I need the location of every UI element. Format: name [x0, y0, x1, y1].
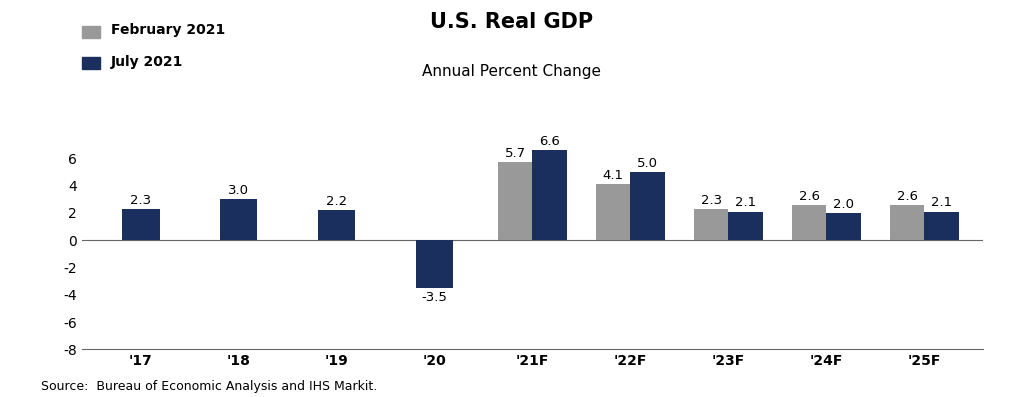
Text: 3.0: 3.0 [228, 184, 249, 197]
Bar [694, 209, 728, 240]
Bar [890, 205, 925, 240]
Text: -3.5: -3.5 [422, 291, 447, 304]
Text: July 2021: July 2021 [111, 54, 183, 69]
Bar [317, 210, 355, 240]
Text: 2.6: 2.6 [897, 190, 918, 202]
Text: 6.6: 6.6 [540, 135, 560, 148]
Bar [122, 209, 160, 240]
Text: 4.1: 4.1 [603, 169, 624, 182]
Bar [826, 213, 860, 240]
Text: February 2021: February 2021 [111, 23, 225, 37]
Bar [728, 212, 763, 240]
Text: Source:  Bureau of Economic Analysis and IHS Markit.: Source: Bureau of Economic Analysis and … [41, 380, 377, 393]
Text: 2.2: 2.2 [326, 195, 347, 208]
Bar [220, 199, 257, 240]
Bar [499, 162, 532, 240]
Text: 2.0: 2.0 [833, 198, 854, 211]
Bar [792, 205, 826, 240]
Bar [925, 212, 958, 240]
Text: Annual Percent Change: Annual Percent Change [423, 64, 601, 79]
Text: 5.0: 5.0 [637, 157, 658, 170]
Text: 2.1: 2.1 [931, 197, 952, 210]
Text: 2.6: 2.6 [799, 190, 819, 202]
Text: 2.3: 2.3 [130, 194, 152, 207]
Text: U.S. Real GDP: U.S. Real GDP [430, 12, 594, 32]
Bar [596, 184, 631, 240]
Bar [416, 240, 454, 288]
Text: 2.3: 2.3 [700, 194, 722, 207]
Text: 2.1: 2.1 [735, 197, 756, 210]
Bar [631, 172, 665, 240]
Text: 5.7: 5.7 [505, 147, 526, 160]
Bar [532, 150, 566, 240]
